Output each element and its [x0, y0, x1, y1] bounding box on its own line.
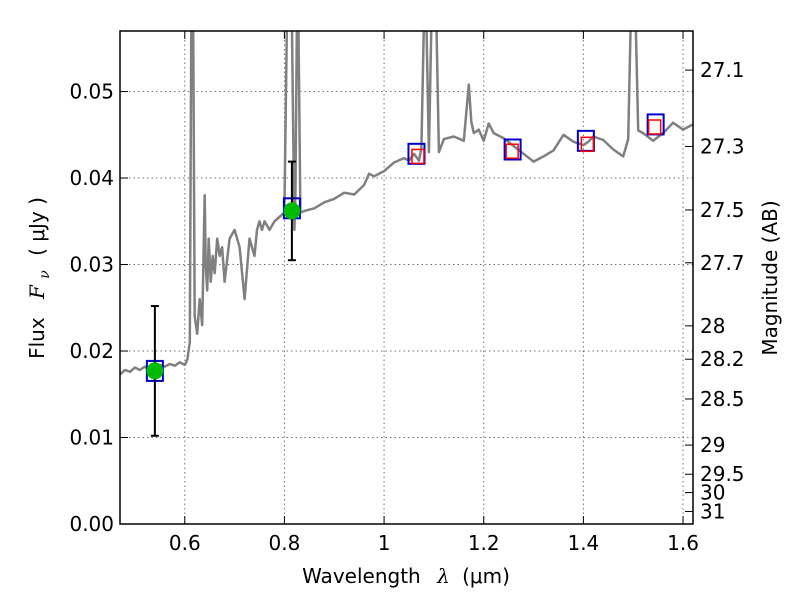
- upper-limit-point: [647, 119, 662, 135]
- magnitude-tick-label: 30: [700, 481, 725, 505]
- y-axis-label: Flux F ν ( μJy ): [25, 197, 54, 359]
- axis-ticks: 0.6 0.8 1 1.2 1.4 1.6 0.00 0.01 0.02 0.03 0.04 0.05…: [69, 31, 745, 555]
- measured-point: [146, 362, 164, 380]
- upper-limit-point: [580, 136, 595, 153]
- magnitude-tick-label: 27.5: [700, 198, 745, 222]
- magnitude-tick-label: 29.5: [700, 462, 745, 486]
- y-tick-label: 0.01: [69, 426, 114, 450]
- magnitude-tick-label: 27.7: [700, 251, 745, 275]
- x-tick-label: 0.6: [169, 531, 201, 555]
- magnitude-tick-label: 31: [700, 499, 725, 523]
- y-tick-label: 0.00: [69, 512, 114, 536]
- magnitude-tick-label: 28.2: [700, 347, 745, 371]
- y-tick-label: 0.04: [69, 166, 114, 190]
- magnitude-tick-label: 27.3: [700, 134, 745, 158]
- measured-point: [283, 202, 301, 220]
- y-tick-label: 0.03: [69, 253, 114, 277]
- plot-area: [120, 31, 693, 376]
- photometry-markers: [145, 113, 665, 437]
- x-axis-label: Wavelength λ (μm): [302, 564, 510, 588]
- x-tick-label: 1.6: [667, 531, 699, 555]
- upper-limit-point: [505, 143, 519, 159]
- spectrum-line: [120, 31, 693, 376]
- x-tick-label: 0.8: [269, 531, 301, 555]
- model-point: [576, 129, 595, 152]
- x-tick-label: 1.2: [468, 531, 500, 555]
- upper-limit-point: [411, 148, 425, 165]
- x-tick-label: 1: [378, 531, 391, 555]
- magnitude-tick-label: 29: [700, 433, 725, 457]
- x-tick-label: 1.4: [567, 531, 599, 555]
- y-tick-label: 0.05: [69, 80, 114, 104]
- magnitude-axis-label: Magnitude (AB): [758, 200, 782, 355]
- y-tick-label: 0.02: [69, 339, 114, 363]
- magnitude-tick-label: 27.1: [700, 58, 745, 82]
- model-point: [503, 138, 522, 161]
- magnitude-tick-label: 28.5: [700, 387, 745, 411]
- magnitude-tick-label: 28: [700, 314, 725, 338]
- plot-frame: [119, 30, 694, 525]
